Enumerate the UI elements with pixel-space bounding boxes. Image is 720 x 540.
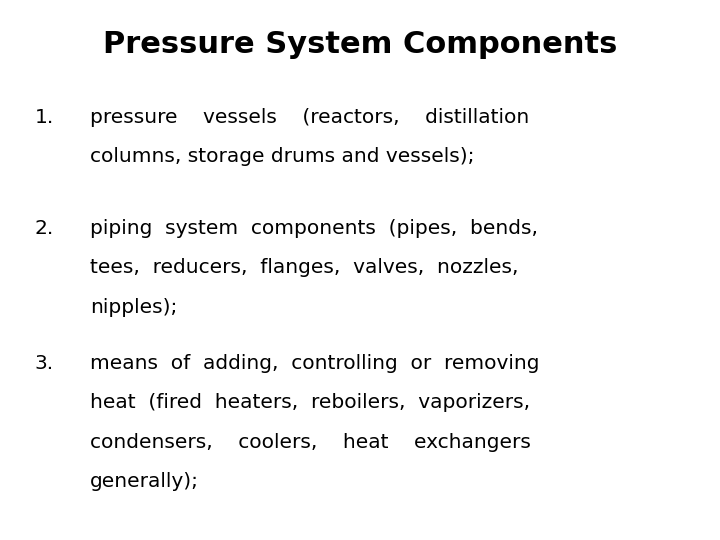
- Text: generally);: generally);: [90, 472, 199, 491]
- Text: Pressure System Components: Pressure System Components: [103, 30, 617, 59]
- Text: 2.: 2.: [35, 219, 54, 238]
- Text: heat  (fired  heaters,  reboilers,  vaporizers,: heat (fired heaters, reboilers, vaporize…: [90, 393, 530, 412]
- Text: nipples);: nipples);: [90, 298, 177, 316]
- Text: 3.: 3.: [35, 354, 54, 373]
- Text: piping  system  components  (pipes,  bends,: piping system components (pipes, bends,: [90, 219, 538, 238]
- Text: means  of  adding,  controlling  or  removing: means of adding, controlling or removing: [90, 354, 539, 373]
- Text: condensers,    coolers,    heat    exchangers: condensers, coolers, heat exchangers: [90, 433, 531, 451]
- Text: tees,  reducers,  flanges,  valves,  nozzles,: tees, reducers, flanges, valves, nozzles…: [90, 258, 518, 277]
- Text: 1.: 1.: [35, 108, 54, 127]
- Text: pressure    vessels    (reactors,    distillation: pressure vessels (reactors, distillation: [90, 108, 529, 127]
- Text: columns, storage drums and vessels);: columns, storage drums and vessels);: [90, 147, 474, 166]
